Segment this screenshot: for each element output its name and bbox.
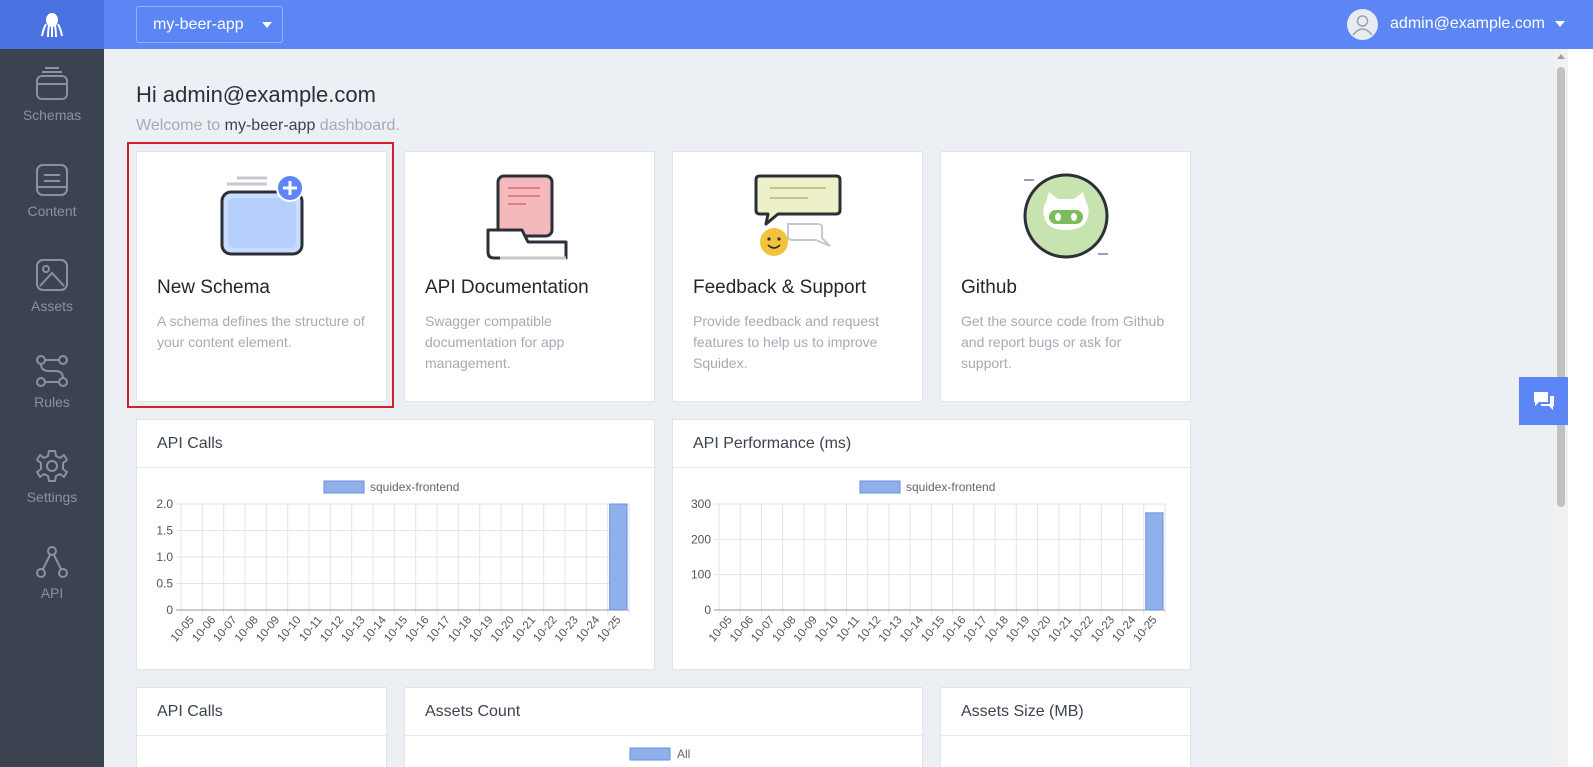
user-menu[interactable]: admin@example.com (1347, 8, 1565, 40)
legend-swatch (323, 480, 365, 494)
gear-icon (36, 450, 68, 482)
feedback-illustration (673, 172, 922, 262)
card-title: Github (961, 277, 1017, 298)
y-tick-label: 2.0 (156, 497, 173, 511)
welcome-suffix: dashboard. (319, 117, 400, 134)
api-calls-small-card: API Calls (136, 687, 387, 767)
bar (1145, 512, 1164, 611)
page-title: Hi admin@example.com (136, 82, 376, 107)
y-tick-label: 1.5 (156, 524, 173, 538)
y-tick-label: 0 (166, 603, 173, 617)
avatar (1347, 8, 1379, 40)
chart-title: Assets Count (405, 688, 922, 736)
api-docs-illustration (405, 172, 654, 262)
api-calls-chart: squidex-frontend00.51.01.52.010-0510-061… (156, 480, 630, 644)
legend-label: squidex-frontend (906, 480, 995, 494)
x-tick-label: 10-10 (276, 614, 304, 644)
chart-title: API Performance (ms) (673, 420, 1190, 468)
card-description: Swagger compatible documentation for app… (425, 313, 565, 371)
api-calls-chart-card: API Calls squidex-frontend 0 0.5 1.0 1.5 2.0 1… (136, 419, 655, 670)
sidebar-item-label: API (40, 585, 64, 601)
assets-icon (36, 259, 68, 291)
app-selector-label: my-beer-app (153, 15, 244, 33)
x-tick-label: 10-25 (1132, 614, 1160, 644)
sidebar-item-rules[interactable]: Rules (0, 354, 104, 434)
new-schema-card[interactable]: New Schema A schema defines the structur… (136, 151, 387, 402)
sidebar-item-label: Assets (30, 298, 73, 314)
card-title: API Documentation (425, 277, 589, 298)
chevron-down-icon (1555, 21, 1565, 27)
sidebar-item-label: Settings (26, 489, 78, 505)
chevron-down-icon (261, 21, 272, 28)
sidebar-item-label: Rules (34, 394, 70, 410)
github-illustration (941, 172, 1190, 262)
chart-title: API Calls (137, 420, 654, 468)
welcome-text: Welcome to my-beer-app dashboard. (136, 117, 400, 135)
selection-highlight (127, 142, 394, 408)
card-description: Provide feedback and request features to… (693, 313, 880, 371)
sidebar-item-label: Schemas (22, 107, 82, 123)
sidebar-item-settings[interactable]: Settings (0, 449, 104, 529)
api-performance-chart-card: API Performance (ms) squidex-frontend 0 10… (672, 419, 1191, 670)
bar (609, 503, 628, 611)
sidebar-item-assets[interactable]: Assets (0, 258, 104, 338)
dashboard-main: Hi admin@example.com Welcome to my-beer-… (104, 49, 1554, 767)
welcome-app-name: my-beer-app (224, 117, 316, 134)
chart-title: API Calls (137, 688, 386, 736)
assets-count-card: Assets Count All (404, 687, 923, 767)
assets-count-legend: All (629, 747, 690, 761)
schemas-icon (36, 67, 68, 100)
right-edge (1568, 49, 1593, 767)
feedback-support-card[interactable]: Feedback & Support Provide feedback and … (672, 151, 923, 402)
sidebar-item-api[interactable]: API (0, 545, 104, 625)
new-schema-icon (220, 174, 304, 256)
sidebar-item-label: Content (27, 203, 77, 219)
y-tick-label: 0.5 (156, 577, 173, 591)
api-documentation-card[interactable]: API Documentation Swagger compatible doc… (404, 151, 655, 402)
rules-icon (36, 355, 68, 387)
chart-title: Assets Size (MB) (941, 688, 1190, 736)
scroll-thumb[interactable] (1557, 67, 1565, 507)
x-tick-label: 10-25 (596, 614, 624, 644)
chat-bubble-icon (754, 174, 841, 256)
card-title: Feedback & Support (693, 277, 867, 298)
chat-support-button[interactable] (1519, 377, 1568, 425)
y-tick-label: 300 (691, 497, 711, 511)
documentation-icon (486, 174, 567, 260)
legend-label: All (677, 747, 690, 761)
sidebar: Schemas Content Assets Rules (0, 49, 104, 767)
legend-swatch (859, 480, 901, 494)
github-octocat-icon (1023, 173, 1108, 259)
chat-icon (1533, 392, 1554, 410)
x-tick-label: 10-10 (813, 614, 841, 644)
card-description: Get the source code from Github and repo… (961, 313, 1165, 371)
y-tick-label: 1.0 (156, 550, 173, 564)
scroll-up-arrow-icon[interactable] (1557, 54, 1565, 59)
y-tick-label: 200 (691, 532, 711, 546)
card-title: New Schema (157, 277, 270, 298)
sidebar-item-content[interactable]: Content (0, 163, 104, 243)
user-email: admin@example.com (1390, 15, 1545, 32)
app-selector-dropdown[interactable]: my-beer-app (136, 6, 283, 43)
github-card[interactable]: Github Get the source code from Github a… (940, 151, 1191, 402)
squidex-logo[interactable] (0, 0, 104, 49)
new-schema-illustration (137, 172, 386, 262)
legend-swatch (629, 747, 671, 761)
y-tick-label: 100 (691, 568, 711, 582)
welcome-prefix: Welcome to (136, 117, 221, 134)
legend-label: squidex-frontend (370, 480, 459, 494)
card-description: A schema defines the structure of your c… (157, 313, 365, 350)
api-icon (36, 546, 68, 578)
api-performance-chart: squidex-frontend010020030010-0510-0610-0… (691, 480, 1166, 644)
content-icon (36, 164, 68, 196)
user-avatar-icon (1347, 9, 1378, 39)
top-bar: my-beer-app admin@example.com (0, 0, 1593, 49)
squid-logo-icon (41, 12, 63, 37)
sidebar-item-schemas[interactable]: Schemas (0, 67, 104, 147)
y-tick-label: 0 (704, 603, 711, 617)
assets-size-card: Assets Size (MB) (940, 687, 1191, 767)
